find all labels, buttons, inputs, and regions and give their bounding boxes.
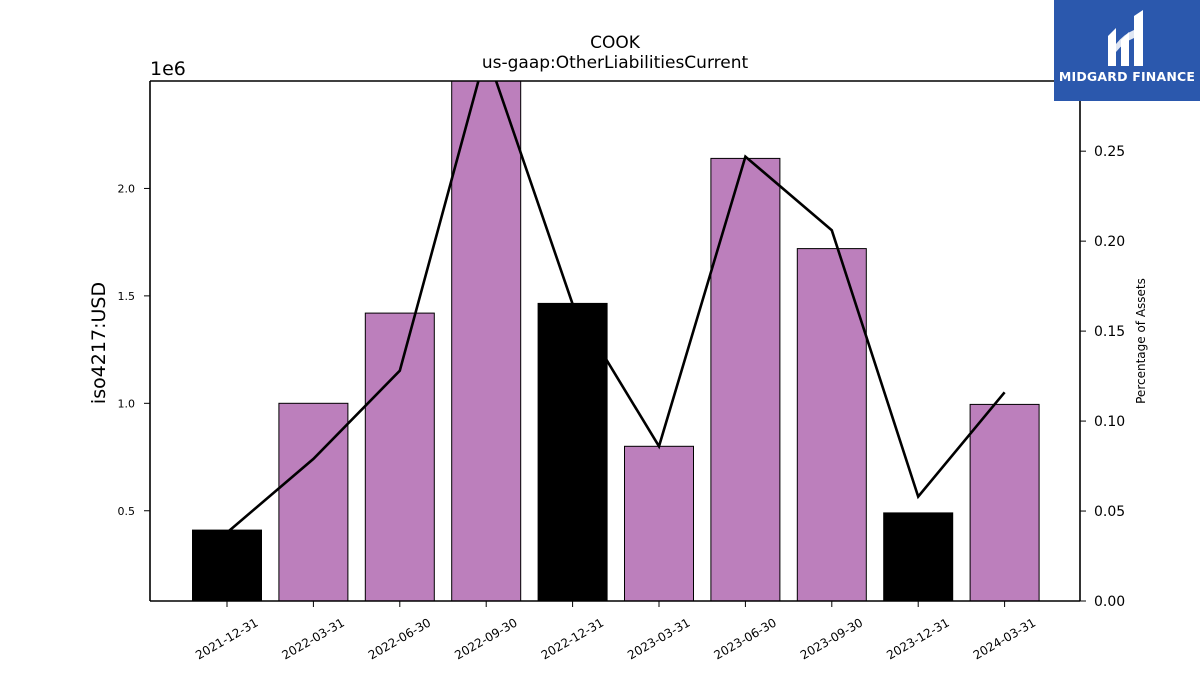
logo-text: MIDGARD FINANCE (1058, 69, 1196, 84)
x-tick-label: 2022-09-30 (452, 615, 519, 662)
x-tick-label: 2022-12-31 (539, 615, 606, 662)
y2-axis-label: Percentage of Assets (1134, 278, 1148, 404)
x-tick-label: 2023-06-30 (711, 615, 778, 662)
chart-title: COOK (590, 33, 641, 53)
brand-logo: MIDGARD FINANCE (1054, 0, 1200, 101)
y2-tick-label: 0.20 (1094, 234, 1125, 250)
y2-tick-label: 0.25 (1094, 144, 1125, 160)
y-tick-label: 0.5 (118, 505, 136, 518)
y-offset-label: 1e6 (150, 58, 186, 80)
x-tick-label: 2022-06-30 (366, 615, 433, 662)
bar-2021-12-31 (192, 529, 262, 602)
logo-mark-icon (1108, 10, 1143, 66)
bar-2022-12-31 (537, 302, 608, 602)
y-axis-label: iso4217:USD (88, 282, 110, 404)
bar-2022-06-30 (364, 312, 435, 602)
y2-tick-label: 0.05 (1094, 504, 1125, 520)
x-tick-label: 2024-03-31 (971, 615, 1038, 662)
bar-2023-03-31 (624, 445, 694, 602)
bar-2023-09-30 (796, 248, 867, 602)
x-tick-label: 2022-03-31 (279, 615, 346, 662)
y-tick-label: 1.5 (118, 290, 136, 303)
bar-2023-12-31 (883, 512, 954, 602)
y-tick-label: 1.0 (118, 397, 136, 410)
y2-tick-label: 0.00 (1094, 594, 1125, 610)
bar-2024-03-31 (969, 403, 1040, 602)
x-tick-label: 2023-12-31 (884, 615, 951, 662)
chart-subtitle: us-gaap:OtherLiabilitiesCurrent (482, 53, 749, 73)
x-tick-label: 2023-09-30 (798, 615, 865, 662)
bar-2023-06-30 (710, 157, 781, 602)
x-tick-label: 2021-12-31 (193, 615, 260, 662)
y2-tick-label: 0.15 (1094, 324, 1125, 340)
bar-2022-09-30 (451, 80, 522, 602)
x-tick-label: 2023-03-31 (625, 615, 692, 662)
y-tick-label: 2.0 (118, 182, 136, 195)
percentage-of-assets-line (226, 81, 1006, 534)
line-group (226, 81, 1006, 534)
bars-group (192, 80, 1040, 602)
y2-tick-label: 0.10 (1094, 414, 1125, 430)
